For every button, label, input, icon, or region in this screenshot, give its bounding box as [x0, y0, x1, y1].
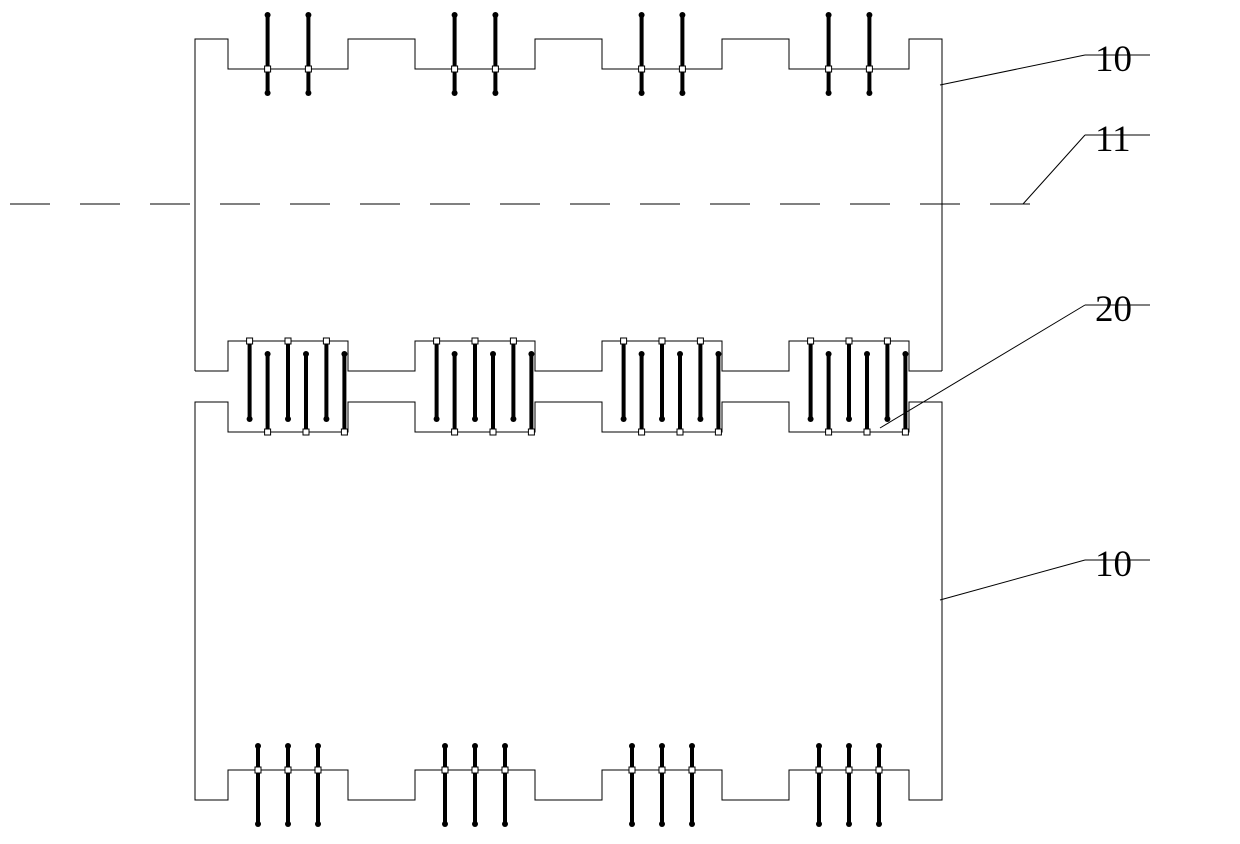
label-10-upper: 10 [1095, 38, 1132, 81]
technical-diagram [0, 0, 1240, 844]
label-11: 11 [1095, 118, 1131, 161]
label-10-lower: 10 [1095, 543, 1132, 586]
label-20: 20 [1095, 288, 1132, 331]
